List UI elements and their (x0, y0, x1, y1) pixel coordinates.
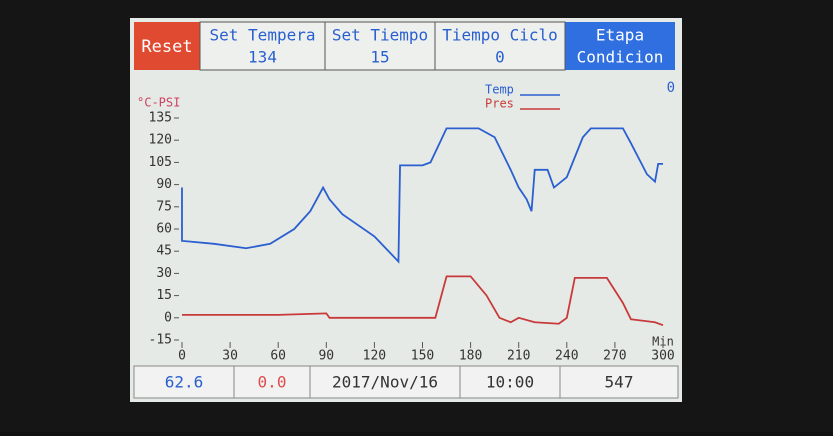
x-tick-label: 300 (651, 349, 674, 364)
footer-value: 62.6 (165, 373, 204, 392)
y-tick-label: 30 (156, 266, 172, 281)
y-tick-label: -15 (149, 333, 172, 348)
footer-value: 547 (605, 373, 634, 392)
y-tick-label: 0 (164, 310, 172, 325)
x-tick-label: 210 (507, 349, 530, 364)
stage-value: Condicion (577, 48, 664, 67)
x-tick-label: 120 (363, 349, 386, 364)
y-axis-label: °C-PSI (137, 96, 180, 110)
x-tick-label: 60 (270, 349, 286, 364)
y-tick-label: 15 (156, 288, 172, 303)
header-button-value: 134 (248, 48, 277, 67)
y-tick-label: 120 (149, 133, 172, 148)
x-tick-label: 0 (178, 349, 186, 364)
footer-value: 0.0 (258, 373, 287, 392)
header-button-label: Set Tiempo (332, 26, 428, 45)
y-tick-label: 90 (156, 177, 172, 192)
x-tick-label: 270 (603, 349, 626, 364)
footer-value: 10:00 (486, 373, 534, 392)
legend-label: Temp (485, 83, 514, 97)
screen (130, 18, 682, 402)
y-tick-label: 45 (156, 244, 172, 259)
x-tick-label: 30 (222, 349, 238, 364)
x-tick-label: 240 (555, 349, 578, 364)
header-button-value: 0 (495, 48, 505, 67)
header-button-label: Set Tempera (210, 26, 316, 45)
header-button-label: Tiempo Ciclo (442, 26, 558, 45)
stage-label: Etapa (596, 26, 644, 45)
x-tick-label: 150 (411, 349, 434, 364)
header-button-value: 15 (370, 48, 389, 67)
reset-label: Reset (141, 37, 192, 57)
y-tick-label: 75 (156, 199, 172, 214)
y-tick-label: 60 (156, 222, 172, 237)
x-tick-label: 180 (459, 349, 482, 364)
y-tick-label: 105 (149, 155, 172, 170)
annotation: 0 (667, 80, 675, 96)
x-tick-label: 90 (318, 349, 334, 364)
page: Reset Etapa Condicion Set Tempera 134 Set … (0, 0, 833, 432)
legend-label: Pres (485, 97, 514, 111)
y-tick-label: 135 (149, 111, 172, 126)
device-screen: Reset Etapa Condicion Set Tempera 134 Set … (0, 0, 833, 432)
footer-value: 2017/Nov/16 (332, 373, 438, 392)
